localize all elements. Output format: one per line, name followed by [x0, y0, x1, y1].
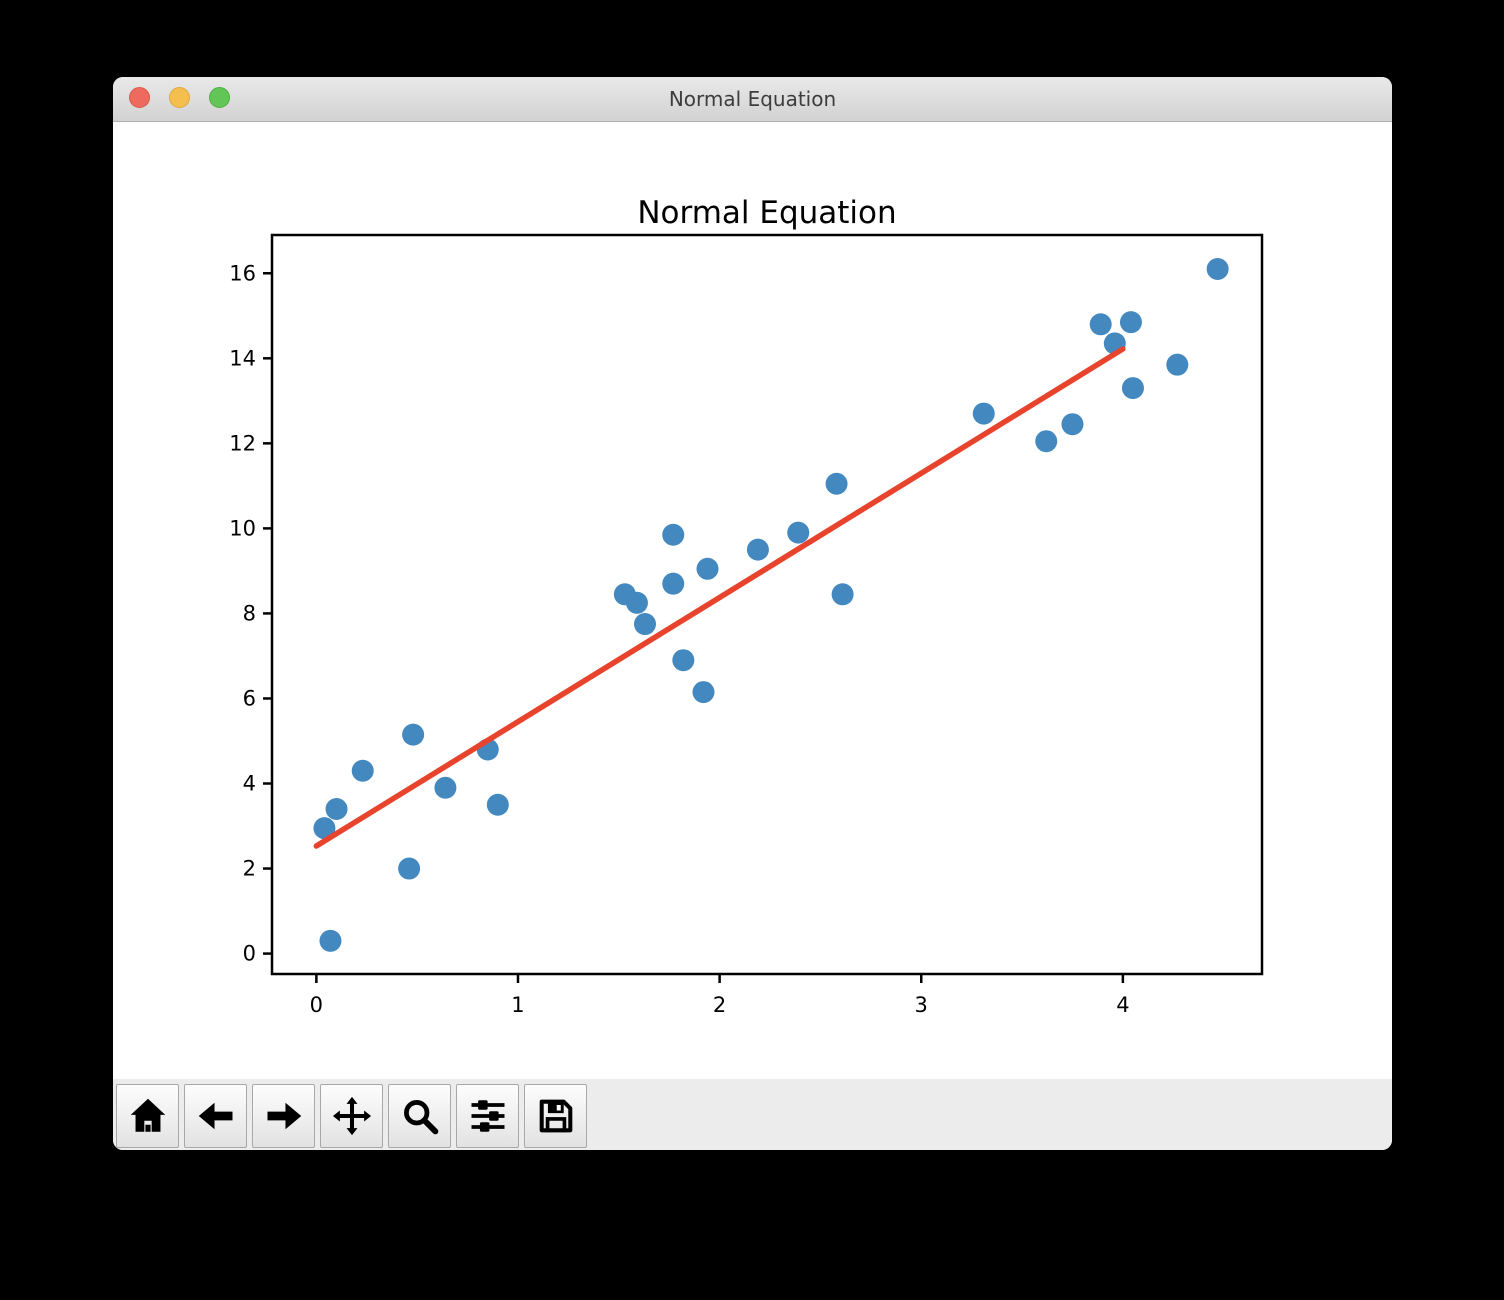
scatter-point [662, 572, 685, 595]
configure-subplots-icon [471, 1100, 504, 1132]
x-tick-label: 2 [713, 993, 726, 1017]
minimize-button[interactable] [169, 87, 190, 108]
y-tick-label: 10 [229, 516, 256, 540]
home-icon [130, 1098, 165, 1132]
scatter-point [746, 538, 769, 561]
back-arrow-icon [198, 1102, 232, 1130]
x-tick-label: 1 [511, 993, 524, 1017]
scatter-point [1119, 311, 1142, 334]
x-tick-label: 3 [915, 993, 928, 1017]
pan-icon [332, 1096, 371, 1136]
plot-canvas: Normal Equation 0 1 2 3 4 0 2 4 6 8 10 12 14 16 [113, 123, 1392, 1079]
scatter-point [325, 798, 348, 821]
scatter-point [1089, 313, 1112, 336]
scatter-point [1061, 413, 1084, 436]
scatter-point [486, 793, 509, 816]
forward-arrow-icon [267, 1102, 301, 1130]
y-tick-label: 8 [243, 601, 256, 625]
y-tick-label: 6 [243, 686, 256, 710]
save-button[interactable] [524, 1084, 587, 1148]
y-tick-label: 0 [243, 942, 256, 966]
scatter-point [696, 557, 719, 580]
scatter-point [398, 857, 421, 880]
home-button[interactable] [116, 1084, 179, 1148]
forward-button[interactable] [252, 1084, 315, 1148]
scatter-point [634, 613, 657, 636]
zoom-icon [403, 1100, 438, 1135]
maximize-button[interactable] [209, 87, 230, 108]
y-tick-label: 4 [243, 772, 256, 796]
scatter-point [1035, 430, 1058, 453]
pan-button[interactable] [320, 1084, 383, 1148]
scatter-point [672, 649, 695, 672]
window-titlebar: Normal Equation [113, 77, 1392, 122]
y-tick-label: 12 [229, 431, 256, 455]
y-tick-label: 2 [243, 857, 256, 881]
scatter-point [692, 681, 715, 704]
x-tick-label: 4 [1116, 993, 1129, 1017]
x-tick-label: 0 [310, 993, 323, 1017]
close-button[interactable] [129, 87, 150, 108]
scatter-point [972, 402, 995, 425]
scatter-point [825, 472, 848, 495]
configure-subplots-button[interactable] [456, 1084, 519, 1148]
fit-line [313, 346, 1126, 849]
y-tick-label: 14 [229, 346, 256, 370]
axes-box [270, 233, 1264, 976]
window-title: Normal Equation [668, 87, 837, 111]
scatter-point [1166, 353, 1189, 376]
navigation-toolbar [113, 1079, 1392, 1150]
back-button[interactable] [184, 1084, 247, 1148]
scatter-point [319, 929, 342, 952]
zoom-button[interactable] [388, 1084, 451, 1148]
scatter-point [434, 776, 457, 799]
save-icon [539, 1099, 572, 1133]
scatter-point [313, 817, 336, 840]
scatter-point [831, 583, 854, 606]
y-tick-label: 16 [229, 261, 256, 285]
scatter-point [351, 759, 374, 782]
scatter-point [662, 523, 685, 546]
scatter-point [402, 723, 425, 746]
scatter-point [1121, 377, 1144, 400]
chart-title: Normal Equation [637, 195, 896, 231]
scatter-point [625, 591, 648, 614]
scatter-point [787, 521, 810, 544]
scatter-point [1206, 258, 1229, 281]
